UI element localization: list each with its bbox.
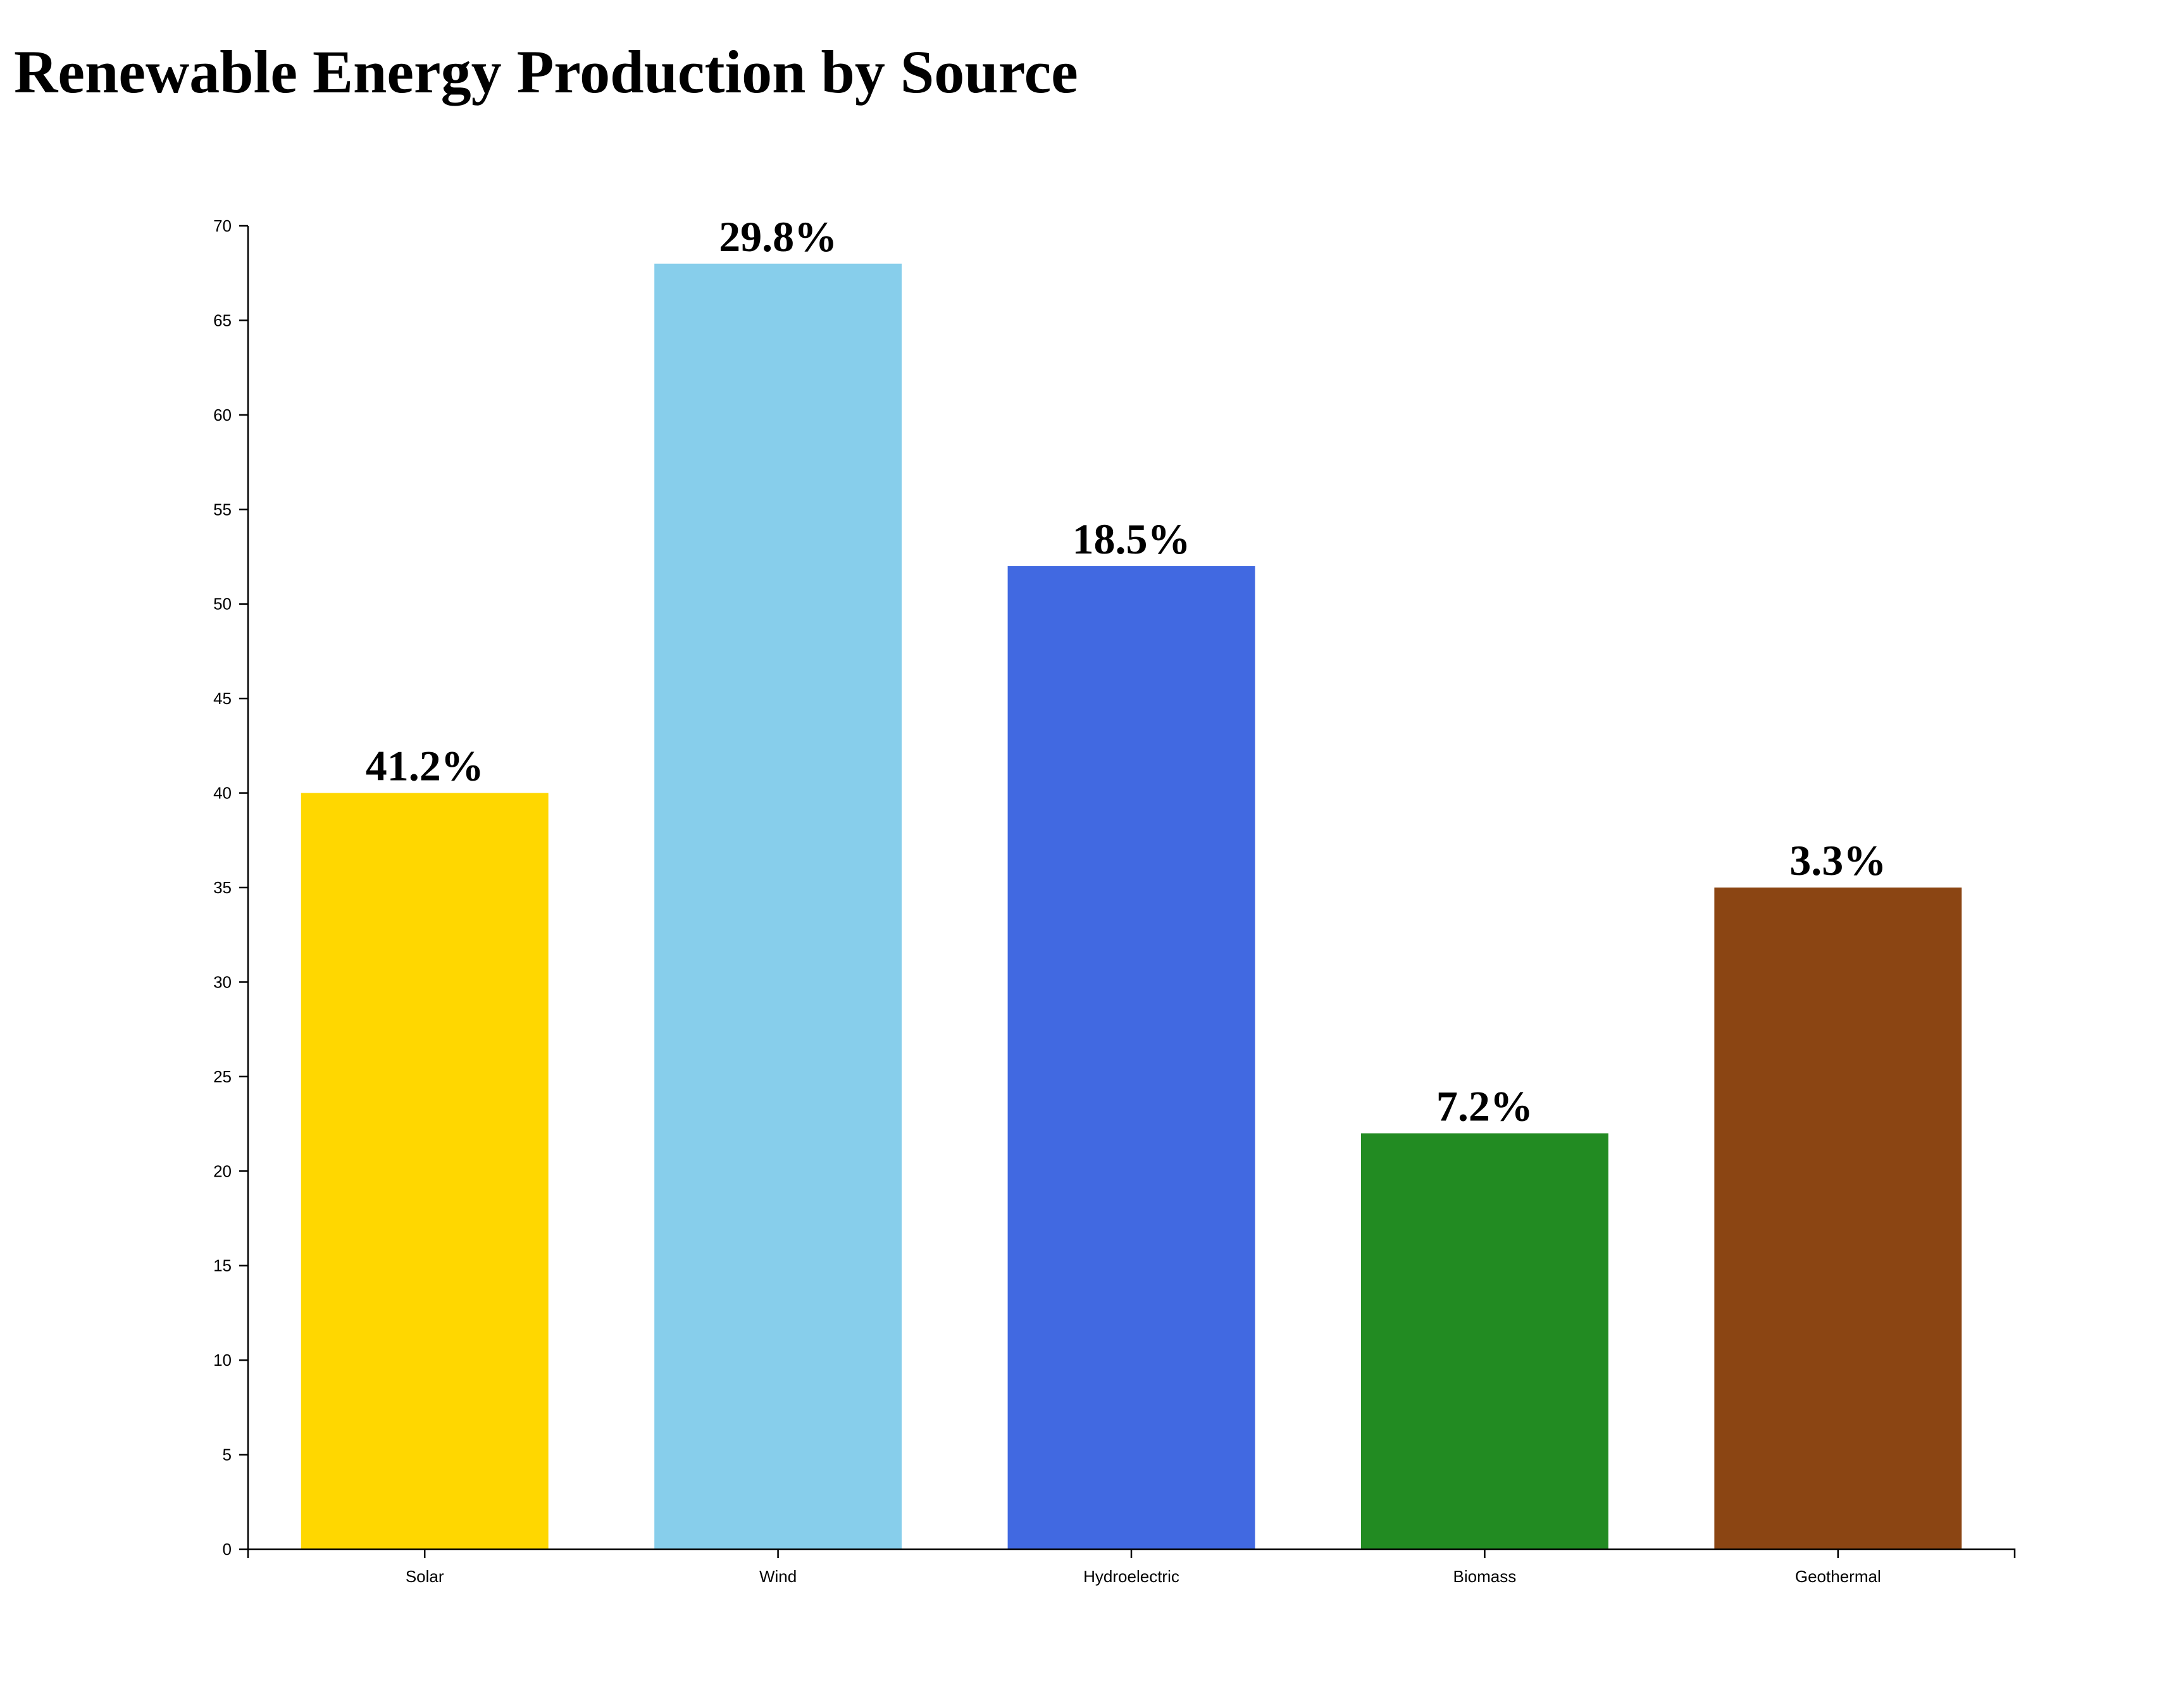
y-tick-label: 55 — [213, 500, 232, 519]
y-axis: 0 5 10 15 20 25 30 35 40 45 50 55 60 65 70 — [213, 216, 249, 1559]
y-tick-label: 70 — [213, 216, 232, 235]
bar-biomass — [1360, 1133, 1608, 1549]
y-tick-label: 5 — [223, 1445, 232, 1464]
bar-geothermal — [1714, 888, 1962, 1549]
y-tick-label: 10 — [213, 1351, 232, 1370]
y-tick-label: 40 — [213, 784, 232, 803]
y-tick-label: 65 — [213, 311, 232, 330]
y-tick-label: 50 — [213, 595, 232, 614]
y-tick-label: 45 — [213, 689, 232, 708]
y-tick-label: 15 — [213, 1256, 232, 1275]
y-tick-label: 35 — [213, 878, 232, 897]
bars-layer — [301, 263, 1962, 1549]
y-tick-label: 25 — [213, 1067, 232, 1086]
data-label-geothermal: 3.3% — [1789, 836, 1886, 884]
bar-wind — [654, 263, 902, 1549]
x-tick-label-geothermal: Geothermal — [1795, 1567, 1881, 1586]
y-tick-label: 60 — [213, 405, 232, 424]
bar-solar — [301, 793, 549, 1549]
x-tick-label-biomass: Biomass — [1453, 1567, 1517, 1586]
data-label-hydroelectric: 18.5% — [1073, 515, 1191, 563]
data-labels-layer: 41.2% 29.8% 18.5% 7.2% 3.3% — [366, 213, 1887, 1130]
y-tick-label: 30 — [213, 972, 232, 991]
data-label-biomass: 7.2% — [1436, 1082, 1533, 1130]
y-tick-label: 0 — [223, 1540, 232, 1559]
x-axis: Solar Wind Hydroelectric Biomass Geothermal — [247, 1548, 2016, 1586]
x-tick-label-solar: Solar — [406, 1567, 444, 1586]
x-tick-label-hydroelectric: Hydroelectric — [1083, 1567, 1179, 1586]
data-label-solar: 41.2% — [366, 742, 484, 790]
data-label-wind: 29.8% — [719, 213, 837, 261]
chart-title: Renewable Energy Production by Source — [14, 38, 1078, 106]
x-tick-label-wind: Wind — [759, 1567, 797, 1586]
y-tick-label: 20 — [213, 1161, 232, 1180]
bar-hydroelectric — [1007, 566, 1255, 1549]
